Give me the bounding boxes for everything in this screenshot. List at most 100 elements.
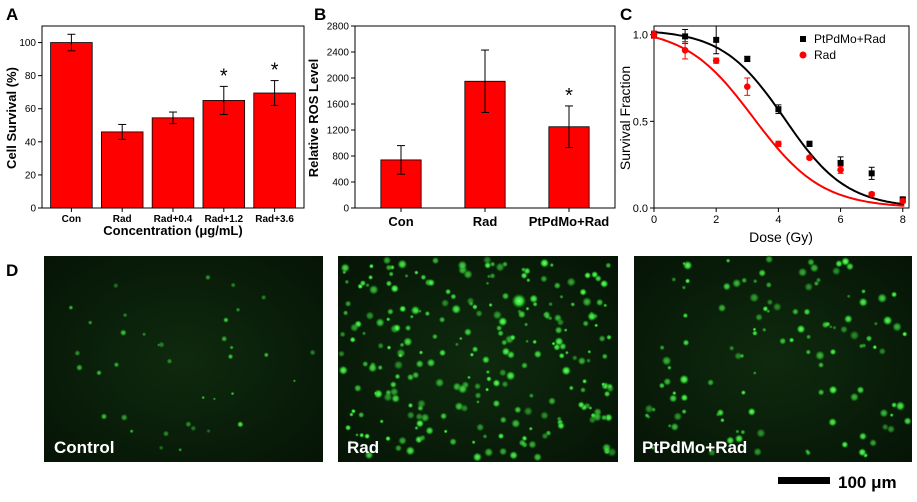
fluorescent-cell xyxy=(87,320,93,325)
fluorescent-cell xyxy=(368,363,378,373)
fluorescent-cell xyxy=(829,348,837,356)
fluorescent-cell xyxy=(541,432,549,440)
significance-mark-ptpdmo-rad: * xyxy=(565,85,573,107)
fluorescent-cell xyxy=(415,412,424,421)
fluorescent-cell xyxy=(532,339,537,345)
fluorescent-cell xyxy=(505,371,516,381)
fluorescent-cell xyxy=(756,428,766,438)
fluorescent-cell xyxy=(263,352,269,358)
legend-marker-rad xyxy=(799,51,807,59)
fluorescent-cell xyxy=(565,350,569,355)
fluorescent-cell xyxy=(393,360,404,370)
fluorescent-cell xyxy=(394,444,402,452)
scale-bar: 100 μm xyxy=(778,473,897,492)
fluorescent-cell xyxy=(841,257,850,266)
fluorescent-cell xyxy=(518,439,526,447)
fluorescent-cell xyxy=(359,432,365,438)
fluorescent-cell xyxy=(457,384,468,394)
y-tick-label: 20 xyxy=(25,170,37,181)
fluorescent-cell xyxy=(492,310,502,320)
fluorescent-cell xyxy=(533,350,542,359)
fluorescent-cell xyxy=(414,425,419,431)
fit-curve-rad xyxy=(653,36,905,207)
fluorescent-cell xyxy=(485,281,490,286)
x-tick-label: 2 xyxy=(713,214,719,226)
fluorescent-cell xyxy=(669,394,678,403)
fluorescent-cell xyxy=(309,349,316,356)
fluorescent-cell xyxy=(185,421,192,428)
fluorescent-cell xyxy=(364,450,374,460)
fluorescent-cell xyxy=(404,273,409,278)
fluorescent-cell xyxy=(558,352,565,359)
fluorescent-cell xyxy=(817,389,825,396)
fluorescent-cell xyxy=(414,270,419,275)
fluorescent-cell xyxy=(498,317,508,327)
fluorescent-cell xyxy=(747,407,756,416)
fluorescent-cell xyxy=(379,419,384,424)
y-tick-label: 0 xyxy=(30,204,36,215)
fluorescent-cell xyxy=(878,347,886,355)
fluorescent-cell xyxy=(68,305,74,310)
fluorescent-cell xyxy=(840,325,848,334)
fluorescent-cell xyxy=(858,343,864,349)
fluorescent-cell xyxy=(606,334,612,340)
fluorescent-cell xyxy=(586,358,591,364)
fluorescent-cell xyxy=(570,302,576,307)
fluorescent-cell xyxy=(497,433,505,440)
fluorescent-cell xyxy=(582,320,589,327)
fluorescent-cell xyxy=(471,346,479,353)
fluorescent-cell xyxy=(454,342,459,347)
fluorescent-cell xyxy=(523,406,533,416)
fluorescent-cell xyxy=(162,430,170,437)
fluorescent-cell xyxy=(113,361,120,368)
point-rad xyxy=(899,197,907,205)
fluorescent-cell xyxy=(740,429,746,435)
micrograph-ptpdmo-rad: PtPdMo+Rad xyxy=(634,255,912,462)
fluorescent-cell xyxy=(600,279,608,288)
fluorescent-cell xyxy=(683,260,693,270)
fluorescent-cell xyxy=(521,267,526,272)
fluorescent-cell xyxy=(525,339,529,344)
fluorescent-cell xyxy=(805,349,811,355)
fluorescent-cell xyxy=(457,260,468,270)
fluorescent-cell xyxy=(803,308,811,316)
fluorescent-cell xyxy=(389,387,399,397)
x-tick-label-rad: Rad xyxy=(473,214,498,229)
fluorescent-cell xyxy=(792,308,799,316)
fluorescent-cell xyxy=(129,429,134,434)
x-tick-label: 4 xyxy=(775,214,781,226)
fluorescent-cell xyxy=(476,400,480,404)
fluorescent-cell xyxy=(76,364,83,371)
legend-label-ptpdmo-rad: PtPdMo+Rad xyxy=(814,32,886,46)
fluorescent-cell xyxy=(223,317,229,323)
fluorescent-cell xyxy=(882,315,893,326)
fluorescent-cell xyxy=(467,375,471,380)
fluorescent-cell xyxy=(804,448,810,454)
fluorescent-cell xyxy=(509,451,518,460)
point-rad xyxy=(743,83,751,90)
fluorescent-cell xyxy=(762,305,769,312)
chart-c-ylabel: Survival Fraction xyxy=(617,66,633,170)
chart-c-xlabel: Dose (Gy) xyxy=(749,229,813,245)
fluorescent-cell xyxy=(533,453,542,462)
fluorescent-cell xyxy=(587,349,592,354)
fluorescent-cell xyxy=(835,260,843,268)
fluorescent-cell xyxy=(765,281,772,288)
fluorescent-cell xyxy=(464,328,472,336)
y-tick-label: 1.0 xyxy=(633,30,648,42)
fluorescent-cell xyxy=(717,303,727,313)
fluorescent-cell xyxy=(587,312,597,321)
x-tick-label-ptpdmo-rad: PtPdMo+Rad xyxy=(529,214,610,229)
chart-a-cell-survival: Cell Survival (%) Concentration (μg/mL) … xyxy=(4,25,305,238)
fluorescent-cell xyxy=(391,394,400,403)
fluorescent-cell xyxy=(511,419,521,428)
fluorescent-cell xyxy=(190,425,197,432)
bar-rad-3-6 xyxy=(253,92,296,209)
fluorescent-cell xyxy=(122,312,128,318)
fluorescent-cell xyxy=(485,369,490,375)
x-tick-label: 6 xyxy=(838,214,844,226)
fluorescent-cell xyxy=(672,391,677,396)
fluorescent-cell xyxy=(568,385,574,391)
legend-label-rad: Rad xyxy=(814,48,836,62)
fluorescent-cell xyxy=(385,435,391,442)
